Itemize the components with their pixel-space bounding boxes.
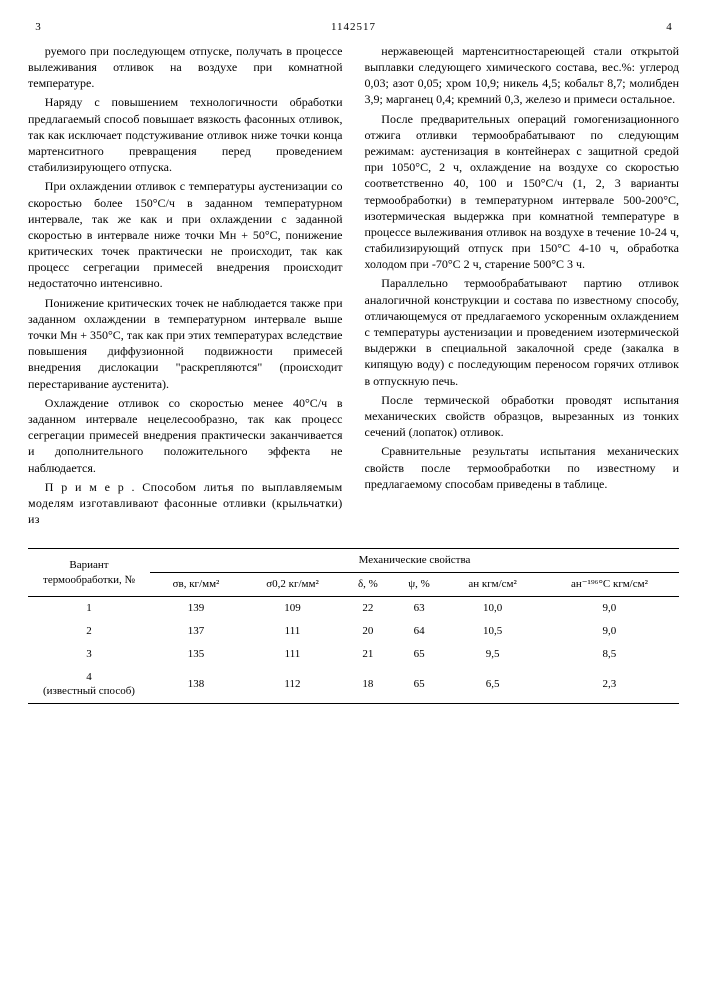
para: нержавеющей мартенситностареющей стали о… (365, 43, 680, 108)
left-column: руемого при последующем отпуске, получат… (28, 43, 343, 530)
para: Наряду с повышением технологичности обра… (28, 94, 343, 175)
cell: 10,0 (445, 596, 540, 619)
cell: 18 (343, 666, 393, 704)
cell: 20 (343, 620, 393, 643)
para: При охлаждении отливок с температуры аус… (28, 178, 343, 291)
cell: 109 (242, 596, 343, 619)
cell: 112 (242, 666, 343, 704)
para: После предварительных операций гомогениз… (365, 111, 680, 273)
table-row: 4 (известный способ) 138 112 18 65 6,5 2… (28, 666, 679, 704)
cell: 111 (242, 643, 343, 666)
cell: 111 (242, 620, 343, 643)
th-col: aн⁻¹⁹⁶°С кгм/см² (540, 573, 679, 597)
example-para: П р и м е р . Способом литья по выплавля… (28, 479, 343, 528)
cell: 139 (150, 596, 242, 619)
para: Параллельно термообрабатывают партию отл… (365, 275, 680, 388)
cell: 9,5 (445, 643, 540, 666)
cell: 2,3 (540, 666, 679, 704)
th-variant: Вариант термообработки, № (28, 549, 150, 597)
cell: 21 (343, 643, 393, 666)
th-col: δ, % (343, 573, 393, 597)
th-col: σв, кг/мм² (150, 573, 242, 597)
cell: 63 (393, 596, 446, 619)
cell-variant: 1 (28, 596, 150, 619)
cell: 8,5 (540, 643, 679, 666)
cell: 64 (393, 620, 446, 643)
cell: 65 (393, 643, 446, 666)
table-row: 1 139 109 22 63 10,0 9,0 (28, 596, 679, 619)
para: После термической обработки проводят исп… (365, 392, 680, 441)
th-col: σ0,2 кг/мм² (242, 573, 343, 597)
patent-number: 1142517 (48, 20, 659, 35)
cell: 138 (150, 666, 242, 704)
table-body: 1 139 109 22 63 10,0 9,0 2 137 111 20 64… (28, 596, 679, 703)
para: Сравнительные результаты испытания механ… (365, 443, 680, 492)
cell-variant: 4 (известный способ) (28, 666, 150, 704)
th-col: aн кгм/см² (445, 573, 540, 597)
text-columns: руемого при последующем отпуске, получат… (28, 43, 679, 530)
cell: 10,5 (445, 620, 540, 643)
table-row: 3 135 111 21 65 9,5 8,5 (28, 643, 679, 666)
th-col: ψ, % (393, 573, 446, 597)
para: Понижение критических точек не наблюдает… (28, 295, 343, 392)
para: Охлаждение отливок со скоростью менее 40… (28, 395, 343, 476)
right-column: нержавеющей мартенситностареющей стали о… (365, 43, 680, 530)
cell: 137 (150, 620, 242, 643)
cell: 135 (150, 643, 242, 666)
page-header: 3 1142517 4 (28, 20, 679, 35)
cell: 9,0 (540, 620, 679, 643)
cell: 65 (393, 666, 446, 704)
results-table: Вариант термообработки, № Механические с… (28, 548, 679, 704)
cell: 9,0 (540, 596, 679, 619)
page-number-right: 4 (659, 20, 679, 35)
cell: 6,5 (445, 666, 540, 704)
cell-variant: 2 (28, 620, 150, 643)
cell: 22 (343, 596, 393, 619)
cell-variant: 3 (28, 643, 150, 666)
para: руемого при последующем отпуске, получат… (28, 43, 343, 92)
th-mech: Механические свойства (150, 549, 679, 573)
page-number-left: 3 (28, 20, 48, 35)
table-row: 2 137 111 20 64 10,5 9,0 (28, 620, 679, 643)
